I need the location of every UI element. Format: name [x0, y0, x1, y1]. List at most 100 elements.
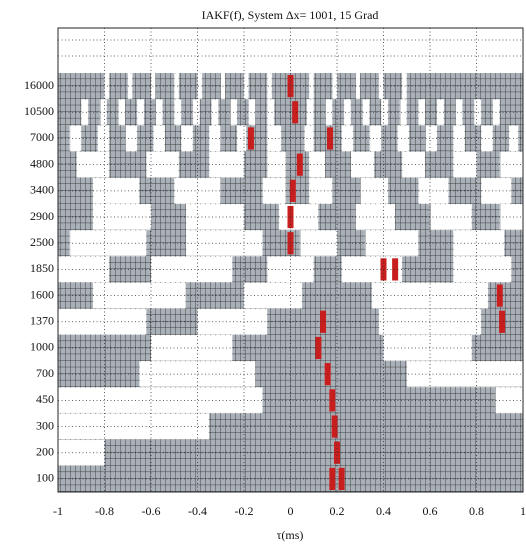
y-tick-label: 1000	[30, 340, 54, 354]
highlight-cell	[292, 101, 299, 124]
x-tick-label: 0.6	[423, 504, 438, 518]
highlight-cell	[499, 310, 506, 333]
white-band-fill	[267, 256, 314, 282]
white-band-fill	[244, 73, 249, 99]
white-band-fill	[500, 152, 523, 178]
white-band-fill	[344, 99, 351, 125]
y-tick-label: 3400	[30, 183, 54, 197]
white-band-fill	[58, 440, 104, 466]
highlight-cell	[329, 389, 336, 412]
white-band-fill	[58, 309, 146, 335]
white-band-fill	[384, 335, 472, 361]
white-band-fill	[77, 152, 109, 178]
highlight-cell	[287, 75, 294, 98]
white-band-fill	[402, 152, 425, 178]
white-band-fill	[267, 125, 281, 152]
highlight-cell	[315, 336, 322, 360]
highlight-cell	[334, 441, 340, 464]
white-band-fill	[125, 125, 137, 152]
highlight-cell	[327, 127, 334, 150]
white-band-fill	[211, 99, 218, 125]
highlight-cell	[287, 232, 294, 255]
white-band-fill	[198, 73, 202, 99]
white-band-fill	[81, 99, 88, 125]
white-band-fill	[267, 152, 286, 178]
white-band-fill	[365, 230, 418, 256]
x-tick-label: -0.2	[235, 504, 254, 518]
white-band-fill	[139, 361, 256, 387]
highlight-cell	[320, 310, 327, 333]
chart-title: IAKF(f), System Δx= 1001, 15 Grad	[202, 8, 379, 22]
white-band-fill	[198, 309, 267, 335]
y-tick-label: 300	[36, 418, 54, 432]
white-band-fill	[279, 204, 318, 230]
white-band-fill	[300, 230, 337, 256]
y-tick-label: 4800	[30, 156, 54, 170]
white-band-fill	[181, 125, 193, 152]
white-band-fill	[263, 178, 286, 204]
x-tick-label: -1	[53, 504, 63, 518]
white-band-fill	[381, 99, 388, 125]
y-tick-label: 10500	[24, 104, 54, 118]
white-band-fill	[100, 99, 107, 125]
x-tick-label: 0.4	[376, 504, 391, 518]
highlight-cell	[392, 258, 399, 281]
white-band-fill	[304, 125, 314, 152]
white-band-fill	[370, 125, 381, 152]
white-band-fill	[237, 125, 246, 152]
white-band-fill	[137, 99, 144, 125]
y-tick-label: 700	[36, 366, 54, 380]
x-tick-label: -0.8	[95, 504, 114, 518]
white-band-fill	[174, 73, 179, 99]
white-band-fill	[309, 73, 314, 99]
white-band-fill	[402, 73, 407, 99]
y-tick-label: 200	[36, 444, 54, 458]
white-band-fill	[325, 99, 332, 125]
white-band-fill	[500, 204, 523, 230]
white-band-fill	[356, 204, 395, 230]
white-band-fill	[456, 99, 463, 125]
white-band-fill	[267, 73, 272, 99]
white-band-fill	[105, 73, 109, 99]
white-band-fill	[425, 125, 437, 152]
x-tick-label: 0	[288, 504, 294, 518]
white-band-fill	[98, 125, 109, 152]
white-band-fill	[481, 125, 493, 152]
y-tick-label: 16000	[24, 78, 54, 92]
white-band-fill	[128, 73, 132, 99]
y-tick-label: 450	[36, 392, 54, 406]
white-band-fill	[474, 99, 481, 125]
white-band-fill	[70, 125, 81, 152]
x-tick-label: -0.4	[188, 504, 207, 518]
white-band-fill	[267, 99, 274, 125]
x-tick-label: -0.6	[142, 504, 161, 518]
y-tick-label: 1850	[30, 261, 54, 275]
y-tick-label: 1370	[30, 314, 54, 328]
white-band-fill	[356, 73, 360, 99]
plot-area	[58, 73, 523, 492]
white-band-fill	[209, 125, 221, 152]
y-tick-label: 2500	[30, 235, 54, 249]
white-band-fill	[397, 125, 409, 152]
highlight-cell	[329, 467, 336, 490]
x-tick-label: 0.2	[330, 504, 345, 518]
y-tick-label: 7000	[30, 130, 54, 144]
white-band-fill	[156, 99, 163, 125]
white-band-fill	[153, 125, 165, 152]
x-tick-label: 1	[520, 504, 526, 518]
y-tick-label: 2900	[30, 209, 54, 223]
x-axis-label: τ(ms)	[277, 528, 304, 542]
white-band-fill	[58, 256, 109, 282]
white-band-fill	[146, 152, 179, 178]
white-band-fill	[342, 125, 353, 152]
x-tick-label: 0.8	[469, 504, 484, 518]
white-band-fill	[453, 125, 465, 152]
white-band-fill	[495, 387, 523, 413]
white-band-fill	[58, 413, 209, 440]
white-band-fill	[193, 99, 200, 125]
white-band-fill	[400, 99, 407, 125]
y-tick-label: 100	[36, 471, 54, 485]
y-tick-label: 1600	[30, 287, 54, 301]
white-band-fill	[379, 73, 383, 99]
